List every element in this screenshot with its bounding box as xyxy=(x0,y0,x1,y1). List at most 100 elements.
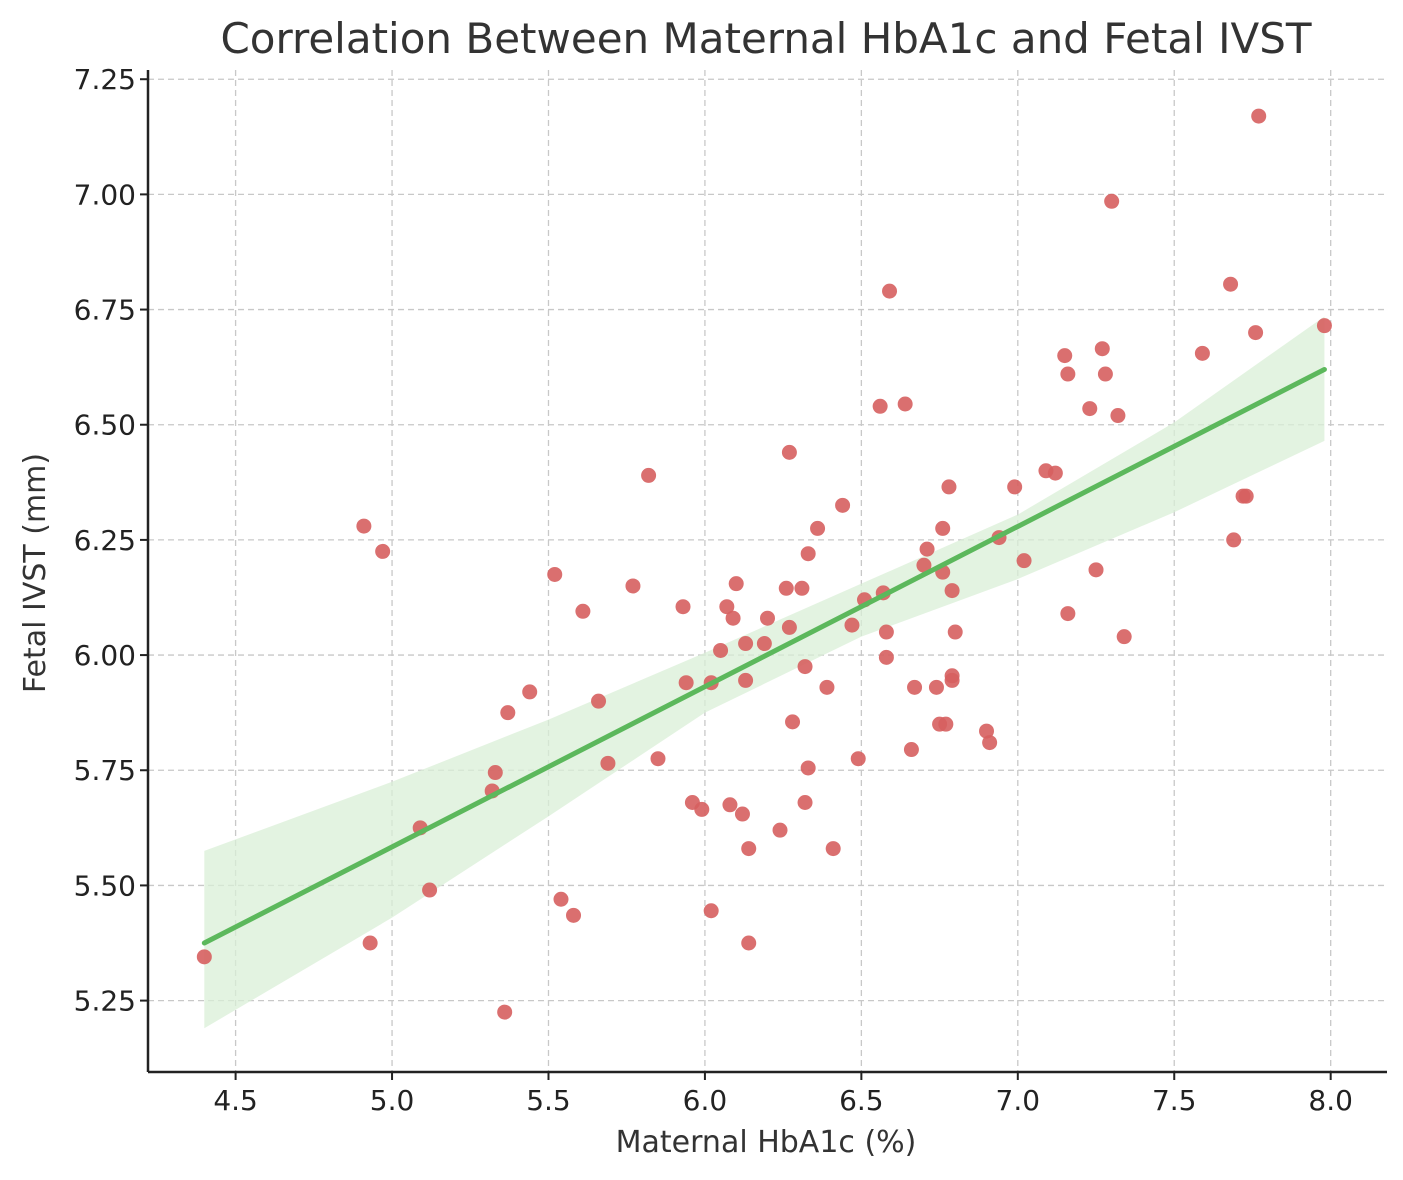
data-point-51 xyxy=(835,497,851,513)
data-point-17 xyxy=(625,578,641,594)
data-point-67 xyxy=(935,520,951,536)
data-points xyxy=(196,108,1332,1020)
data-point-28 xyxy=(722,797,738,813)
x-tick-label: 6.5 xyxy=(839,1084,884,1117)
data-point-50 xyxy=(825,841,841,857)
data-point-69 xyxy=(938,716,954,732)
data-point-96 xyxy=(1238,488,1254,504)
data-point-26 xyxy=(713,642,729,658)
x-axis-label: Maternal HbA1c (%) xyxy=(616,1125,917,1160)
data-point-8 xyxy=(497,1004,513,1020)
y-tick-label: 6.25 xyxy=(74,524,136,557)
data-point-13 xyxy=(566,907,582,923)
data-point-55 xyxy=(872,398,888,414)
data-point-72 xyxy=(944,672,960,688)
data-point-42 xyxy=(785,714,801,730)
data-point-78 xyxy=(1007,479,1023,495)
data-point-93 xyxy=(1223,276,1239,292)
data-point-34 xyxy=(741,841,757,857)
data-point-65 xyxy=(928,679,944,695)
data-point-29 xyxy=(725,610,741,626)
data-point-74 xyxy=(947,624,963,640)
data-point-90 xyxy=(1110,408,1126,424)
data-point-30 xyxy=(728,576,744,592)
data-point-21 xyxy=(678,675,694,691)
x-tick-label: 4.5 xyxy=(213,1084,258,1117)
data-point-86 xyxy=(1088,562,1104,578)
data-point-31 xyxy=(734,806,750,822)
data-point-85 xyxy=(1082,401,1098,417)
data-point-92 xyxy=(1194,345,1210,361)
y-tick-label: 7.00 xyxy=(74,178,136,211)
regression-line xyxy=(201,366,1327,946)
data-point-45 xyxy=(797,794,813,810)
data-point-11 xyxy=(547,566,563,582)
data-point-3 xyxy=(375,543,391,559)
data-point-64 xyxy=(919,541,935,557)
data-point-0 xyxy=(196,949,212,965)
y-tick-label: 5.25 xyxy=(74,985,136,1018)
data-point-15 xyxy=(591,693,607,709)
data-point-14 xyxy=(575,603,591,619)
y-tick-label: 5.50 xyxy=(74,869,136,902)
y-tick-label: 6.75 xyxy=(74,294,136,327)
y-tick-label: 6.50 xyxy=(74,409,136,442)
data-point-37 xyxy=(760,610,775,626)
data-point-81 xyxy=(1047,465,1063,481)
data-point-41 xyxy=(781,444,797,460)
data-point-82 xyxy=(1057,348,1073,364)
data-point-49 xyxy=(819,679,835,695)
data-point-12 xyxy=(553,891,569,907)
data-point-63 xyxy=(916,557,932,573)
data-point-62 xyxy=(907,679,923,695)
data-point-53 xyxy=(850,751,866,767)
data-point-97 xyxy=(1248,325,1264,341)
y-tick-label: 6.00 xyxy=(74,639,136,672)
x-tick-label: 8.0 xyxy=(1308,1084,1353,1117)
data-point-40 xyxy=(781,619,797,635)
data-point-60 xyxy=(897,396,913,412)
data-point-75 xyxy=(979,723,995,739)
data-point-52 xyxy=(844,617,860,633)
data-point-36 xyxy=(756,636,772,652)
data-point-91 xyxy=(1116,629,1132,645)
data-point-20 xyxy=(675,599,691,615)
confidence-band xyxy=(204,316,1325,1029)
x-tick-label: 6.0 xyxy=(683,1084,728,1117)
data-point-38 xyxy=(772,822,788,838)
data-point-19 xyxy=(650,751,666,767)
data-point-18 xyxy=(641,467,657,483)
data-point-89 xyxy=(1104,193,1120,209)
data-point-46 xyxy=(800,760,816,776)
data-point-99 xyxy=(1316,318,1332,334)
data-point-76 xyxy=(982,735,998,751)
x-tick-label: 5.5 xyxy=(526,1084,571,1117)
y-axis-label: Fetal IVST (mm) xyxy=(18,453,53,693)
data-point-1 xyxy=(356,518,372,534)
data-point-61 xyxy=(903,742,919,758)
data-point-2 xyxy=(362,935,378,951)
data-point-9 xyxy=(500,705,516,721)
data-point-10 xyxy=(522,684,538,700)
data-point-7 xyxy=(487,765,503,781)
data-point-88 xyxy=(1097,366,1113,382)
data-point-39 xyxy=(778,580,794,596)
x-tick-label: 7.0 xyxy=(996,1084,1041,1117)
data-point-58 xyxy=(878,649,894,665)
y-tick-label: 5.75 xyxy=(74,754,136,787)
y-axis-ticks: 5.25 5.50 5.75 6.00 6.25 6.50 6.75 7.00 7.25 xyxy=(74,63,148,1018)
data-point-23 xyxy=(694,801,710,817)
y-tick-label: 7.25 xyxy=(74,63,136,96)
data-point-98 xyxy=(1251,108,1267,124)
data-point-70 xyxy=(941,479,957,495)
data-point-25 xyxy=(703,903,719,919)
data-point-27 xyxy=(719,599,735,615)
data-point-32 xyxy=(738,636,754,652)
x-axis-ticks: 4.5 5.0 5.5 6.0 6.5 7.0 7.5 8.0 xyxy=(213,1072,1353,1117)
data-point-48 xyxy=(810,520,826,536)
x-tick-label: 5.0 xyxy=(370,1084,415,1117)
chart-title: Correlation Between Maternal HbA1c and F… xyxy=(220,14,1311,63)
data-point-59 xyxy=(882,283,898,299)
